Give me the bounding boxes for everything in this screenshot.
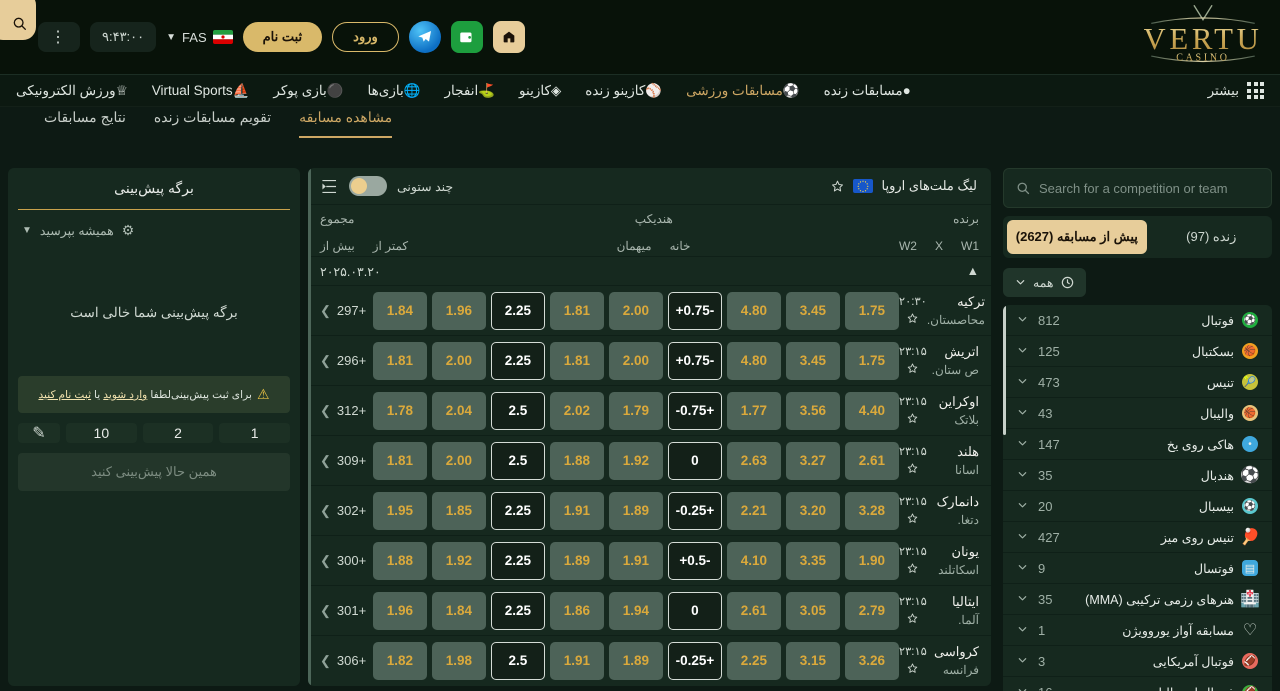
svg-text:VERTU: VERTU bbox=[1144, 22, 1262, 56]
svg-text:CASINO: CASINO bbox=[1176, 53, 1229, 64]
